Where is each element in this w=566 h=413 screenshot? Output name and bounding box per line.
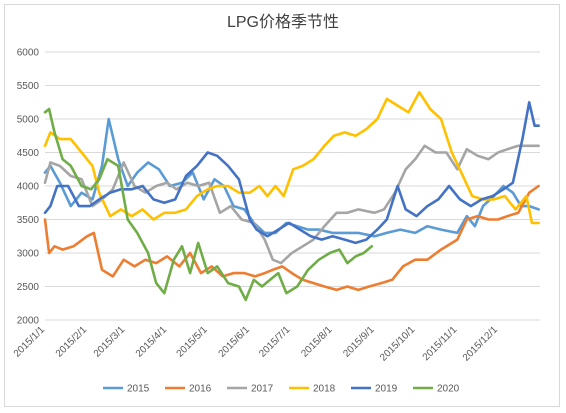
x-axis-ticks: 2015/1/1 2015/2/1 2015/3/1 2015/4/1 2015/5/1… [12,324,501,364]
x-tick-label: 2015/9/1 [341,324,377,360]
chart-title: LPG价格季节性 [227,13,339,31]
x-tick-label: 2015/11/1 [421,324,460,363]
x-tick-label: 2015/4/1 [134,324,170,360]
y-axis-ticks: 2000 2500 3000 3500 4000 4500 5000 5500 6000 [17,48,40,327]
y-tick-label: 4500 [17,148,40,159]
gridlines [45,51,540,321]
x-tick-label: 2015/1/1 [12,324,48,360]
series-line-2020 [43,107,374,302]
legend-label: 2019 [375,384,398,395]
series-line-2016 [43,184,540,292]
legend: 2015 2016 2017 2018 2019 2020 [103,384,460,395]
x-tick-label: 2015/8/1 [299,324,335,360]
x-tick-label: 2015/3/1 [92,324,128,360]
y-tick-label: 4000 [17,182,40,193]
series-lines [43,90,540,302]
legend-label: 2017 [251,384,274,395]
legend-label: 2018 [313,384,336,395]
series-line-2018 [43,90,540,225]
y-tick-label: 2500 [17,282,40,293]
x-tick-label: 2015/10/1 [378,324,418,364]
y-tick-label: 6000 [17,48,40,59]
legend-label: 2020 [437,384,460,395]
y-tick-label: 2000 [17,316,40,327]
y-tick-label: 3500 [17,215,40,226]
legend-label: 2015 [127,384,150,395]
chart-frame [4,4,560,407]
x-tick-label: 2015/12/1 [461,324,501,364]
y-tick-label: 3000 [17,249,40,260]
x-tick-label: 2015/6/1 [217,324,253,360]
y-tick-label: 5500 [17,81,40,92]
x-tick-label: 2015/7/1 [257,324,293,360]
y-tick-label: 5000 [17,115,40,126]
x-tick-label: 2015/2/1 [54,324,90,360]
x-tick-label: 2015/5/1 [175,324,211,360]
legend-label: 2016 [189,384,212,395]
